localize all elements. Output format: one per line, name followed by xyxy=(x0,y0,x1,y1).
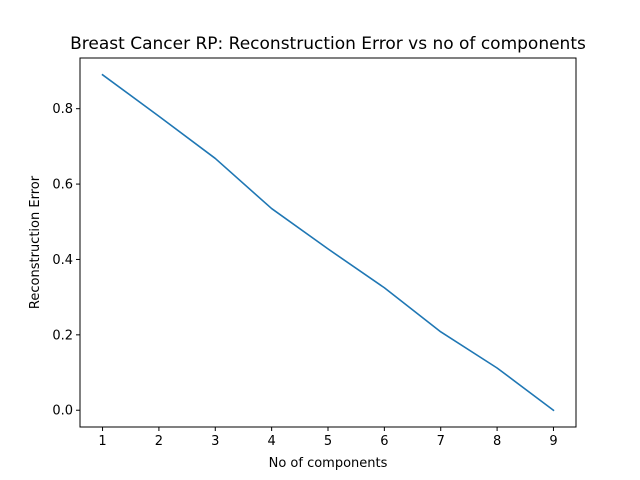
y-tick-label: 0.4 xyxy=(52,253,73,268)
y-tick-label: 0.6 xyxy=(52,178,73,193)
x-tick-label: 2 xyxy=(155,434,163,449)
y-tick-label: 0.0 xyxy=(52,404,73,419)
x-axis-label: No of components xyxy=(269,456,388,471)
x-axis: 1 2 3 4 5 6 7 8 9 xyxy=(98,427,558,449)
series-line xyxy=(101,73,555,412)
y-tick-label: 0.8 xyxy=(52,102,73,117)
y-axis-label: Reconstruction Error xyxy=(28,175,43,309)
chart-title: Breast Cancer RP: Reconstruction Error v… xyxy=(70,34,586,54)
series-layer xyxy=(101,73,555,412)
y-axis: 0.0 0.2 0.4 0.6 0.8 xyxy=(52,102,80,419)
y-tick-label: 0.2 xyxy=(52,328,73,343)
x-tick-label: 1 xyxy=(98,434,106,449)
x-tick-label: 9 xyxy=(549,434,557,449)
x-tick-label: 6 xyxy=(380,434,388,449)
x-tick-label: 8 xyxy=(493,434,501,449)
x-tick-label: 7 xyxy=(437,434,445,449)
x-tick-label: 5 xyxy=(324,434,332,449)
x-tick-label: 4 xyxy=(267,434,275,449)
x-tick-label: 3 xyxy=(211,434,219,449)
